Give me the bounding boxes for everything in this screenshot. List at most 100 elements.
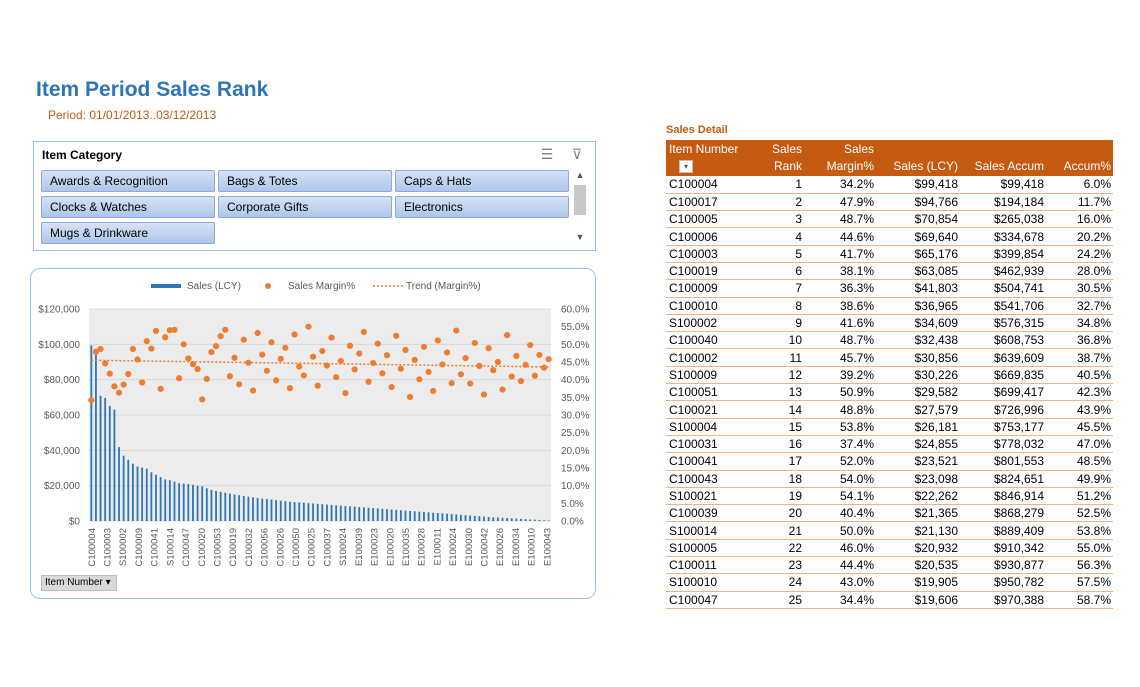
x-tick-label: C100003 [103, 528, 114, 567]
margin-point [217, 333, 224, 340]
sales-bar [215, 490, 217, 521]
margin-point [92, 348, 100, 355]
field-button-label: Item Number [45, 577, 103, 588]
margin-point [462, 355, 469, 362]
margin-point [333, 374, 340, 381]
sales-bar [229, 493, 231, 521]
table-cell: $70,854 [876, 210, 960, 229]
x-tick-label: E100024 [448, 528, 459, 566]
margin-point [129, 345, 136, 353]
legend-swatch-sales [151, 284, 181, 288]
multi-select-icon[interactable]: ☰ [540, 146, 554, 162]
table-cell: 48.5% [1046, 452, 1113, 471]
margin-point [171, 326, 178, 333]
x-tick-label: C100041 [150, 528, 161, 567]
margin-point [393, 332, 400, 339]
margin-point [504, 332, 511, 339]
item-number-field-button[interactable]: Item Number ▾ [41, 575, 117, 591]
table-cell: 55.0% [1046, 539, 1113, 558]
slicer-item[interactable]: Caps & Hats [395, 170, 569, 192]
slicer-item[interactable]: Electronics [395, 196, 569, 218]
margin-point [406, 393, 414, 401]
chevron-down-icon[interactable]: ▼ [575, 232, 585, 242]
margin-point [291, 331, 298, 338]
sales-bar [321, 504, 324, 521]
table-cell: 54.0% [804, 470, 876, 488]
table-row: C100009 7 36.3% $41,803 $504,741 30.5% [666, 279, 1113, 298]
slicer-item[interactable]: Bags & Totes [218, 170, 392, 192]
margin-point [148, 345, 155, 352]
slicer-item[interactable]: Mugs & Drinkware [41, 222, 215, 244]
table-cell: C100019 [666, 262, 752, 281]
sales-bar [168, 480, 171, 521]
slicer-title: Item Category [42, 148, 123, 162]
margin-point [97, 345, 104, 353]
table-cell: $69,640 [876, 227, 960, 246]
slicer-item[interactable]: Corporate Gifts [218, 196, 392, 218]
margin-point [286, 385, 294, 392]
table-row: C100003 5 41.7% $65,176 $399,854 24.2% [666, 245, 1113, 263]
slicer-item[interactable]: Awards & Recognition [41, 170, 215, 192]
x-tick-label: C100056 [260, 528, 271, 567]
clear-filter-icon[interactable]: ⊽ [571, 146, 583, 162]
table-cell: C100047 [666, 591, 752, 609]
table-cell: 48.7% [804, 210, 876, 229]
x-tick-label: C100019 [228, 528, 239, 567]
legend-label-trend: Trend (Margin%) [406, 281, 481, 292]
col-sales-rank: Sales Rank [752, 140, 804, 176]
table-cell: 40.5% [1046, 366, 1113, 385]
y-right-tick-label: 0.0% [561, 517, 584, 528]
filter-dropdown-icon[interactable]: ▾ [679, 160, 693, 174]
margin-point [143, 338, 150, 345]
table-cell: $699,417 [960, 383, 1046, 402]
table-cell: 38.7% [1046, 348, 1113, 367]
table-cell: S100014 [666, 521, 752, 540]
table-row: C100011 23 44.4% $20,535 $930,877 56.3% [666, 556, 1113, 575]
margin-point [439, 361, 446, 368]
table-row: C100017 2 47.9% $94,766 $194,184 11.7% [666, 193, 1113, 212]
table-row: C100005 3 48.7% $70,854 $265,038 16.0% [666, 210, 1113, 229]
y-left-tick-label: $40,000 [44, 446, 81, 457]
table-cell: 5 [752, 245, 804, 263]
slicer-item[interactable]: Clocks & Watches [41, 196, 215, 218]
table-cell: 47.0% [1046, 435, 1113, 454]
margin-point [185, 355, 192, 362]
table-cell: C100009 [666, 279, 752, 298]
table-cell: C100002 [666, 348, 752, 367]
margin-point [430, 387, 437, 395]
table-row: C100051 13 50.9% $29,582 $699,417 42.3% [666, 383, 1113, 402]
table-cell: 34.2% [804, 176, 876, 194]
margin-point [194, 365, 201, 373]
sales-bar [298, 502, 301, 521]
sales-bar [330, 504, 333, 521]
table-cell: C100031 [666, 435, 752, 454]
margin-point [125, 370, 132, 378]
table-cell: $34,609 [876, 314, 960, 333]
table-cell: 50.0% [804, 521, 876, 540]
col-item-number[interactable]: Item Number ▾ [666, 140, 752, 176]
table-cell: $504,741 [960, 279, 1046, 298]
table-cell: 45.5% [1046, 418, 1113, 436]
table-cell: 24 [752, 573, 804, 592]
scroll-thumb[interactable] [574, 185, 586, 215]
margin-point [531, 372, 538, 379]
margin-point [383, 352, 391, 359]
margin-point [476, 362, 483, 369]
table-row: S100009 12 39.2% $30,226 $669,835 40.5% [666, 366, 1113, 385]
x-tick-label: E100026 [495, 528, 506, 566]
x-tick-label: E100030 [464, 528, 475, 566]
sales-bar [289, 501, 291, 521]
table-cell: 9 [752, 314, 804, 333]
slicer-scrollbar[interactable]: ▲ ▼ [572, 170, 588, 244]
margin-point [203, 375, 210, 383]
sales-bar [159, 477, 162, 521]
sales-bar [441, 513, 444, 521]
chevron-up-icon[interactable]: ▲ [575, 170, 585, 180]
table-cell: $29,582 [876, 383, 960, 402]
table-cell: 41.6% [804, 314, 876, 333]
x-tick-label: C100009 [134, 528, 145, 567]
table-cell: 6 [752, 262, 804, 281]
sales-bar [307, 503, 310, 521]
margin-point [273, 377, 280, 384]
table-cell: 51.2% [1046, 487, 1113, 506]
